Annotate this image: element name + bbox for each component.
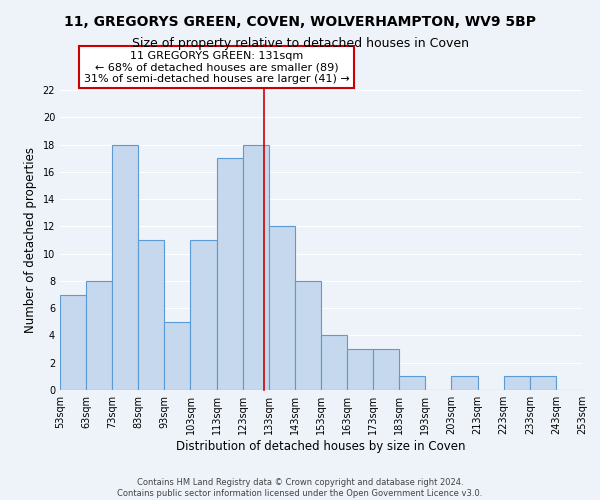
Text: 11 GREGORYS GREEN: 131sqm
← 68% of detached houses are smaller (89)
31% of semi-: 11 GREGORYS GREEN: 131sqm ← 68% of detac… (84, 51, 349, 84)
Bar (347, 349, 373, 390)
Bar (321, 336, 347, 390)
Bar (164, 322, 190, 390)
Text: Contains HM Land Registry data © Crown copyright and database right 2024.
Contai: Contains HM Land Registry data © Crown c… (118, 478, 482, 498)
Bar (295, 281, 321, 390)
Bar (217, 158, 242, 390)
Text: Size of property relative to detached houses in Coven: Size of property relative to detached ho… (131, 38, 469, 51)
Bar (190, 240, 217, 390)
X-axis label: Distribution of detached houses by size in Coven: Distribution of detached houses by size … (176, 440, 466, 453)
Bar (60, 294, 86, 390)
Bar (269, 226, 295, 390)
Bar (530, 376, 556, 390)
Bar (400, 376, 425, 390)
Y-axis label: Number of detached properties: Number of detached properties (24, 147, 37, 333)
Bar (503, 376, 530, 390)
Bar (242, 144, 269, 390)
Bar (373, 349, 400, 390)
Text: 11, GREGORYS GREEN, COVEN, WOLVERHAMPTON, WV9 5BP: 11, GREGORYS GREEN, COVEN, WOLVERHAMPTON… (64, 15, 536, 29)
Bar (86, 281, 112, 390)
Bar (138, 240, 164, 390)
Bar (451, 376, 478, 390)
Bar (112, 144, 138, 390)
